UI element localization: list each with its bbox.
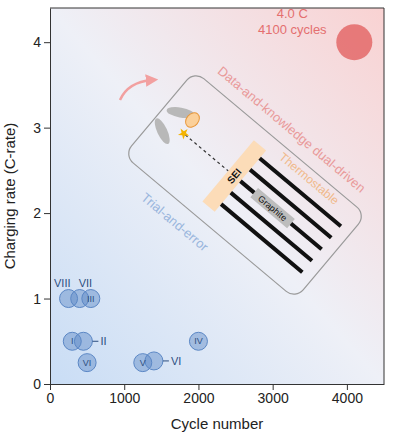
- tick-mark: [44, 213, 50, 214]
- tick: 2000: [183, 384, 214, 406]
- tick: 1000: [109, 384, 140, 406]
- plot-area: 0100020003000400001234VIIIVIIIIIIIIVIVVI…: [33, 6, 384, 406]
- graphite-label: Graphite: [256, 193, 289, 223]
- point-label: VI: [83, 358, 92, 368]
- frame-top: [50, 8, 384, 9]
- tick-label: 0: [47, 390, 55, 406]
- point-label: V: [140, 358, 146, 368]
- inset-box: [124, 71, 366, 299]
- data-point: [145, 352, 163, 370]
- point-label: VII: [79, 277, 92, 289]
- data-label: 4100 cycles: [258, 22, 327, 37]
- point-label: IV: [194, 336, 203, 346]
- graphite-label-box: [250, 188, 294, 228]
- tick-label: 0: [33, 376, 41, 392]
- tick-label: 1: [33, 291, 41, 307]
- graphite-layer: [231, 193, 312, 261]
- tick: 4000: [332, 384, 363, 406]
- dashed-link: [185, 135, 228, 171]
- plot-background: [50, 8, 384, 384]
- x-axis: 0 1000 2000 3000 4000: [47, 384, 385, 406]
- molecule-part: [152, 116, 173, 146]
- chart: 0100020003000400001234VIIIVIIIIIIIIVIVVI…: [0, 0, 394, 439]
- data-point: [74, 332, 92, 350]
- frame-right: [384, 8, 385, 384]
- point-label: II: [100, 335, 106, 347]
- data-point: [189, 332, 207, 350]
- y-axis-title: Charging rate (C-rate): [1, 123, 18, 270]
- axis-line: [50, 9, 51, 385]
- point-label: III: [87, 294, 95, 304]
- tick: 2: [33, 205, 50, 221]
- tick: 0: [33, 376, 50, 392]
- data-point: [336, 24, 372, 60]
- data-label: 4.0 C: [277, 6, 308, 21]
- tick: 4: [33, 34, 50, 50]
- sei-label: SEI: [225, 166, 244, 186]
- arrow: [120, 80, 152, 100]
- tick-label: 4000: [332, 390, 363, 406]
- tick-mark: [44, 299, 50, 300]
- tick-label: 2: [33, 205, 41, 221]
- points: [60, 24, 373, 371]
- tick-mark: [44, 384, 50, 385]
- x-axis-title: Cycle number: [171, 415, 264, 432]
- point-label: I: [71, 336, 74, 346]
- y-axis: 0 1 2 3 4: [33, 9, 50, 392]
- tick: 1: [33, 291, 50, 307]
- axis-line: [51, 384, 385, 385]
- graphite-layer: [221, 204, 302, 272]
- graphite-layer: [240, 181, 321, 249]
- label-leader: [92, 341, 98, 342]
- point-label: VIII: [54, 277, 71, 289]
- tick: 0: [47, 384, 55, 406]
- annotation: Data-and-knowledge dual-driven: [215, 63, 369, 195]
- tick-label: 3000: [258, 390, 289, 406]
- molecule-star: [176, 125, 192, 141]
- annotation: Trial-and-error: [138, 190, 211, 255]
- tick-mark: [44, 42, 50, 43]
- tick-label: 4: [33, 34, 41, 50]
- label-leader: [163, 360, 169, 361]
- tick-label: 1000: [109, 390, 140, 406]
- molecule-part: [183, 110, 202, 130]
- data-point: [78, 354, 96, 372]
- tick-label: 2000: [183, 390, 214, 406]
- tick-label: 3: [33, 120, 41, 136]
- tick: 3000: [258, 384, 289, 406]
- point-label: VI: [171, 355, 181, 367]
- tick: 3: [33, 120, 50, 136]
- schematic: SEIGraphiteThermostableData-and-knowledg…: [107, 51, 383, 319]
- data-point: [82, 290, 100, 308]
- point-labels: VIIIVIIIIIIIIVIVVIIV4.0 C4100 cycles: [54, 6, 327, 368]
- tick-mark: [44, 128, 50, 129]
